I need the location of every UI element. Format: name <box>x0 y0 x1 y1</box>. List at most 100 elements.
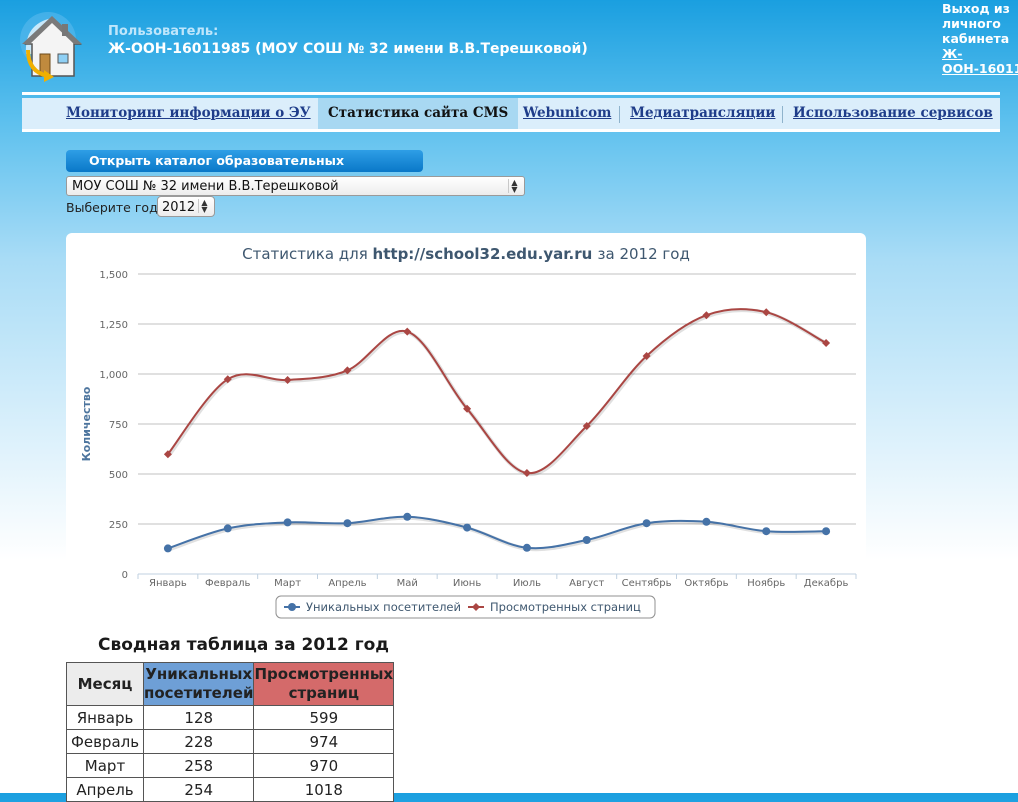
cell-unique: 128 <box>142 705 255 730</box>
data-point <box>762 308 771 317</box>
nav-divider <box>22 129 1000 132</box>
data-point <box>522 469 531 477</box>
nav-item-media[interactable]: Медиатрансляции <box>630 105 776 121</box>
x-tick-label: Май <box>397 578 418 589</box>
data-point <box>702 517 711 526</box>
header-unique-visitors: Уникальных посетителей <box>142 662 255 706</box>
x-tick-label: Январь <box>149 578 187 589</box>
legend-marker <box>288 603 296 611</box>
nav-item-cms-stats[interactable]: Статистика сайта CMS <box>318 98 519 129</box>
chart-title-url: http://school32.edu.yar.ru <box>373 245 598 263</box>
data-point <box>403 327 412 336</box>
nav-item-services[interactable]: Использование сервисов <box>793 105 993 121</box>
data-point <box>822 339 831 347</box>
x-tick-label: Март <box>274 578 301 589</box>
chart-panel: Статистика для http://school32.edu.yar.r… <box>66 233 866 623</box>
nav-item-monitoring[interactable]: Мониторинг информации о ЭУ <box>66 105 311 121</box>
cell-unique: 258 <box>142 753 255 778</box>
header-month: Месяц <box>66 662 144 706</box>
cell-views: 974 <box>253 729 395 754</box>
data-point <box>163 450 172 459</box>
data-point <box>642 519 651 528</box>
nav-separator <box>782 106 783 123</box>
header-views-line1: Просмотренных <box>254 665 394 683</box>
chart-legend <box>275 595 656 619</box>
header-divider <box>22 92 1000 95</box>
data-point <box>223 375 232 384</box>
legend-item-label: Уникальных посетителей <box>306 600 461 614</box>
x-tick-label: Июль <box>513 578 541 589</box>
nav-item-webunicom[interactable]: Webunicom <box>523 105 612 121</box>
cell-unique: 228 <box>142 729 255 754</box>
x-tick-label: Апрель <box>328 578 366 589</box>
series-line-1 <box>167 515 827 550</box>
data-point <box>642 352 651 360</box>
table-row: Январь 128 599 <box>66 705 395 730</box>
data-point <box>163 544 172 553</box>
data-point <box>403 512 412 521</box>
series-line-2 <box>167 308 827 475</box>
x-tick-label: Октябрь <box>684 578 728 589</box>
table-row: Апрель 254 1018 <box>66 777 395 802</box>
data-point <box>762 527 771 536</box>
x-tick-label: Сентябрь <box>622 578 672 589</box>
school-select[interactable]: МОУ СОШ № 32 имени В.В.Терешковой ▲ ▼ <box>66 176 525 196</box>
header-unique-line1: Уникальных <box>145 665 253 683</box>
logout-block: Выход из личного кабинета Ж-ООН-16011985 <box>942 1 1018 76</box>
y-tick-label: 0 <box>122 570 128 581</box>
y-tick-label: 250 <box>109 520 128 531</box>
y-tick-label: 1,000 <box>99 370 128 381</box>
table-row: Март 258 970 <box>66 753 395 778</box>
data-point <box>822 527 831 536</box>
data-point <box>463 523 472 532</box>
logout-text: Выход из личного кабинета <box>942 1 1010 46</box>
summary-table: Месяц Уникальных посетителей Просмотренн… <box>66 662 395 802</box>
header-page-views: Просмотренных страниц <box>253 662 395 706</box>
user-label: Пользователь: <box>108 24 219 39</box>
data-point <box>582 536 591 544</box>
legend-item-label: Просмотренных страниц <box>490 600 641 614</box>
cell-month: Январь <box>66 705 144 730</box>
header-views-line2: страниц <box>288 684 360 702</box>
cell-views: 1018 <box>253 777 395 802</box>
x-tick-label: Ноябрь <box>747 578 785 589</box>
line-chart: Статистика для http://school32.edu.yar.r… <box>80 245 857 619</box>
cell-views: 599 <box>253 705 395 730</box>
data-point <box>343 519 352 528</box>
school-select-value: МОУ СОШ № 32 имени В.В.Терешковой <box>72 179 339 194</box>
x-tick-label: Декабрь <box>804 578 849 589</box>
y-tick-label: 1,250 <box>99 320 128 331</box>
legend-marker <box>472 603 480 611</box>
logout-link[interactable]: Ж-ООН-16011985 <box>942 46 1018 76</box>
chart-title-prefix: Статистика для <box>242 245 372 263</box>
y-axis-label: Количество <box>80 386 93 461</box>
table-row: Февраль 228 974 <box>66 729 395 754</box>
chart-title-suffix: за 2012 год <box>598 245 690 263</box>
nav-separator <box>619 106 620 123</box>
x-tick-label: Июнь <box>453 578 481 589</box>
select-arrows-icon: ▲ ▼ <box>508 179 520 194</box>
cell-unique: 254 <box>142 777 255 802</box>
data-point <box>463 404 472 413</box>
y-tick-label: 1,500 <box>99 270 128 281</box>
main-nav: Мониторинг информации о ЭУ Статистика са… <box>22 98 1000 130</box>
chart-title: Статистика для http://school32.edu.yar.r… <box>242 245 690 263</box>
header-unique-line2: посетителей <box>144 684 254 702</box>
year-label: Выберите год: <box>66 200 162 215</box>
data-point <box>522 543 531 552</box>
data-point <box>223 524 232 533</box>
open-catalog-button[interactable]: Открыть каталог образовательных учрежден… <box>66 150 423 190</box>
y-tick-label: 500 <box>109 470 128 481</box>
year-select-value: 2012 <box>162 200 196 215</box>
x-tick-label: Февраль <box>205 578 251 589</box>
cell-views: 970 <box>253 753 395 778</box>
select-arrows-icon: ▲ ▼ <box>198 199 210 214</box>
user-name: Ж-ООН-16011985 (МОУ СОШ № 32 имени В.В.Т… <box>108 41 588 57</box>
x-tick-label: Август <box>569 578 604 589</box>
data-point <box>702 311 711 320</box>
year-select[interactable]: 2012 ▲ ▼ <box>157 196 215 217</box>
data-point <box>582 422 591 430</box>
table-title: Сводная таблица за 2012 год <box>98 635 390 655</box>
cell-month: Апрель <box>66 777 144 802</box>
home-logo-icon <box>20 12 82 82</box>
